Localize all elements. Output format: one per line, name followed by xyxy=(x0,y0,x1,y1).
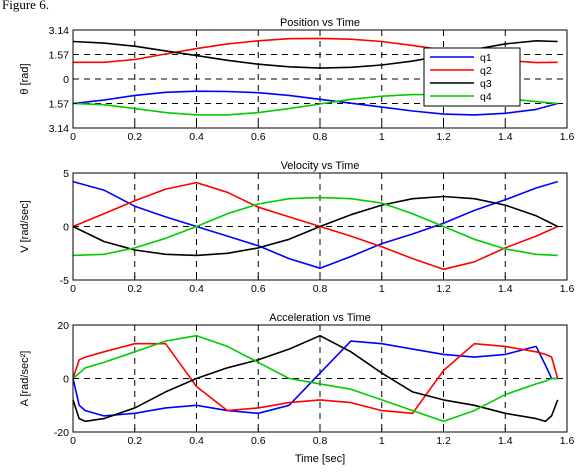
x-tick-label: 1.4 xyxy=(498,131,513,143)
series-line-q3 xyxy=(73,197,558,256)
x-tick-label: 0 xyxy=(70,283,76,295)
x-tick-label: 0.4 xyxy=(189,435,204,447)
x-tick-label: 0 xyxy=(70,131,76,143)
x-tick-label: 1.6 xyxy=(560,435,575,447)
x-tick-label: 0.6 xyxy=(251,435,266,447)
x-tick-label: 0.4 xyxy=(189,131,204,143)
chart-title: Position vs Time xyxy=(280,17,360,29)
x-tick-label: 1.4 xyxy=(498,435,513,447)
y-tick-label: -20 xyxy=(54,427,69,439)
x-tick-label: 0 xyxy=(70,435,76,447)
y-tick-label: 1.57 xyxy=(49,50,70,62)
x-tick-label: 1.4 xyxy=(498,283,513,295)
series-line-q2 xyxy=(73,183,558,270)
x-tick-label: 0.8 xyxy=(313,283,328,295)
chart-title: Velocity vs Time xyxy=(281,160,360,172)
y-tick-label: 5 xyxy=(63,168,69,180)
x-tick-label: 0.6 xyxy=(251,283,266,295)
x-tick-label: 0.6 xyxy=(251,131,266,143)
x-tick-label: 0.2 xyxy=(127,131,142,143)
y-tick-label: 0 xyxy=(63,222,69,234)
x-axis-label: Time [sec] xyxy=(295,453,345,465)
x-tick-label: 1.2 xyxy=(436,131,451,143)
y-axis-label: A [rad/sec²] xyxy=(19,351,31,407)
x-tick-label: 0.8 xyxy=(313,435,328,447)
y-axis-label: V [rad/sec] xyxy=(19,200,31,253)
chart-title: Acceleration vs Time xyxy=(269,312,370,324)
y-tick-label: 3.14 xyxy=(49,25,70,37)
y-tick-label: 3.14 xyxy=(49,123,70,135)
subplot-1: Position vs Time 0 0.2 0.4 0.6 0.8 1 1.2 1.4 1.6 3… xyxy=(19,17,574,143)
x-tick-label: 1.6 xyxy=(560,283,575,295)
legend-label-q3: q3 xyxy=(480,78,492,90)
y-axis-label: θ [rad] xyxy=(19,63,31,94)
x-tick-label: 0.4 xyxy=(189,283,204,295)
legend-label-q1: q1 xyxy=(480,52,492,64)
y-tick-label: 20 xyxy=(57,320,69,332)
x-tick-label: 0.2 xyxy=(127,283,142,295)
x-tick-label: 1 xyxy=(379,283,385,295)
x-tick-label: 1.2 xyxy=(436,435,451,447)
x-tick-label: 0.8 xyxy=(313,131,328,143)
legend-label-q2: q2 xyxy=(480,65,492,77)
y-tick-label: 1.57 xyxy=(49,99,70,111)
legend-label-q4: q4 xyxy=(480,91,492,103)
x-tick-label: 1 xyxy=(379,435,385,447)
x-tick-label: 1.2 xyxy=(436,283,451,295)
subplot-2: Velocity vs Time 0 0.2 0.4 0.6 0.8 1 1.2 1.4 1.6 5… xyxy=(19,160,574,295)
x-tick-label: 1 xyxy=(379,131,385,143)
y-tick-label: -5 xyxy=(60,275,69,287)
subplot-3: Acceleration vs Time 0 0.2 0.4 0.6 0.8 1 1.2 1.4… xyxy=(19,312,574,465)
x-tick-label: 0.2 xyxy=(127,435,142,447)
x-tick-label: 1.6 xyxy=(560,131,575,143)
y-tick-label: 0 xyxy=(63,74,69,86)
y-tick-label: 0 xyxy=(63,374,69,386)
